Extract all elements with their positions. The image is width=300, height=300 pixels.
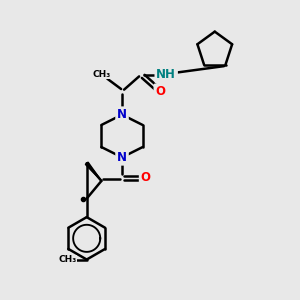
Text: N: N — [117, 151, 127, 164]
Polygon shape — [85, 162, 101, 181]
Text: O: O — [155, 85, 165, 98]
Text: N: N — [117, 108, 127, 121]
Text: CH₃: CH₃ — [92, 70, 110, 79]
Text: O: O — [141, 172, 151, 184]
Text: NH: NH — [156, 68, 176, 81]
Text: CH₃: CH₃ — [58, 255, 77, 264]
